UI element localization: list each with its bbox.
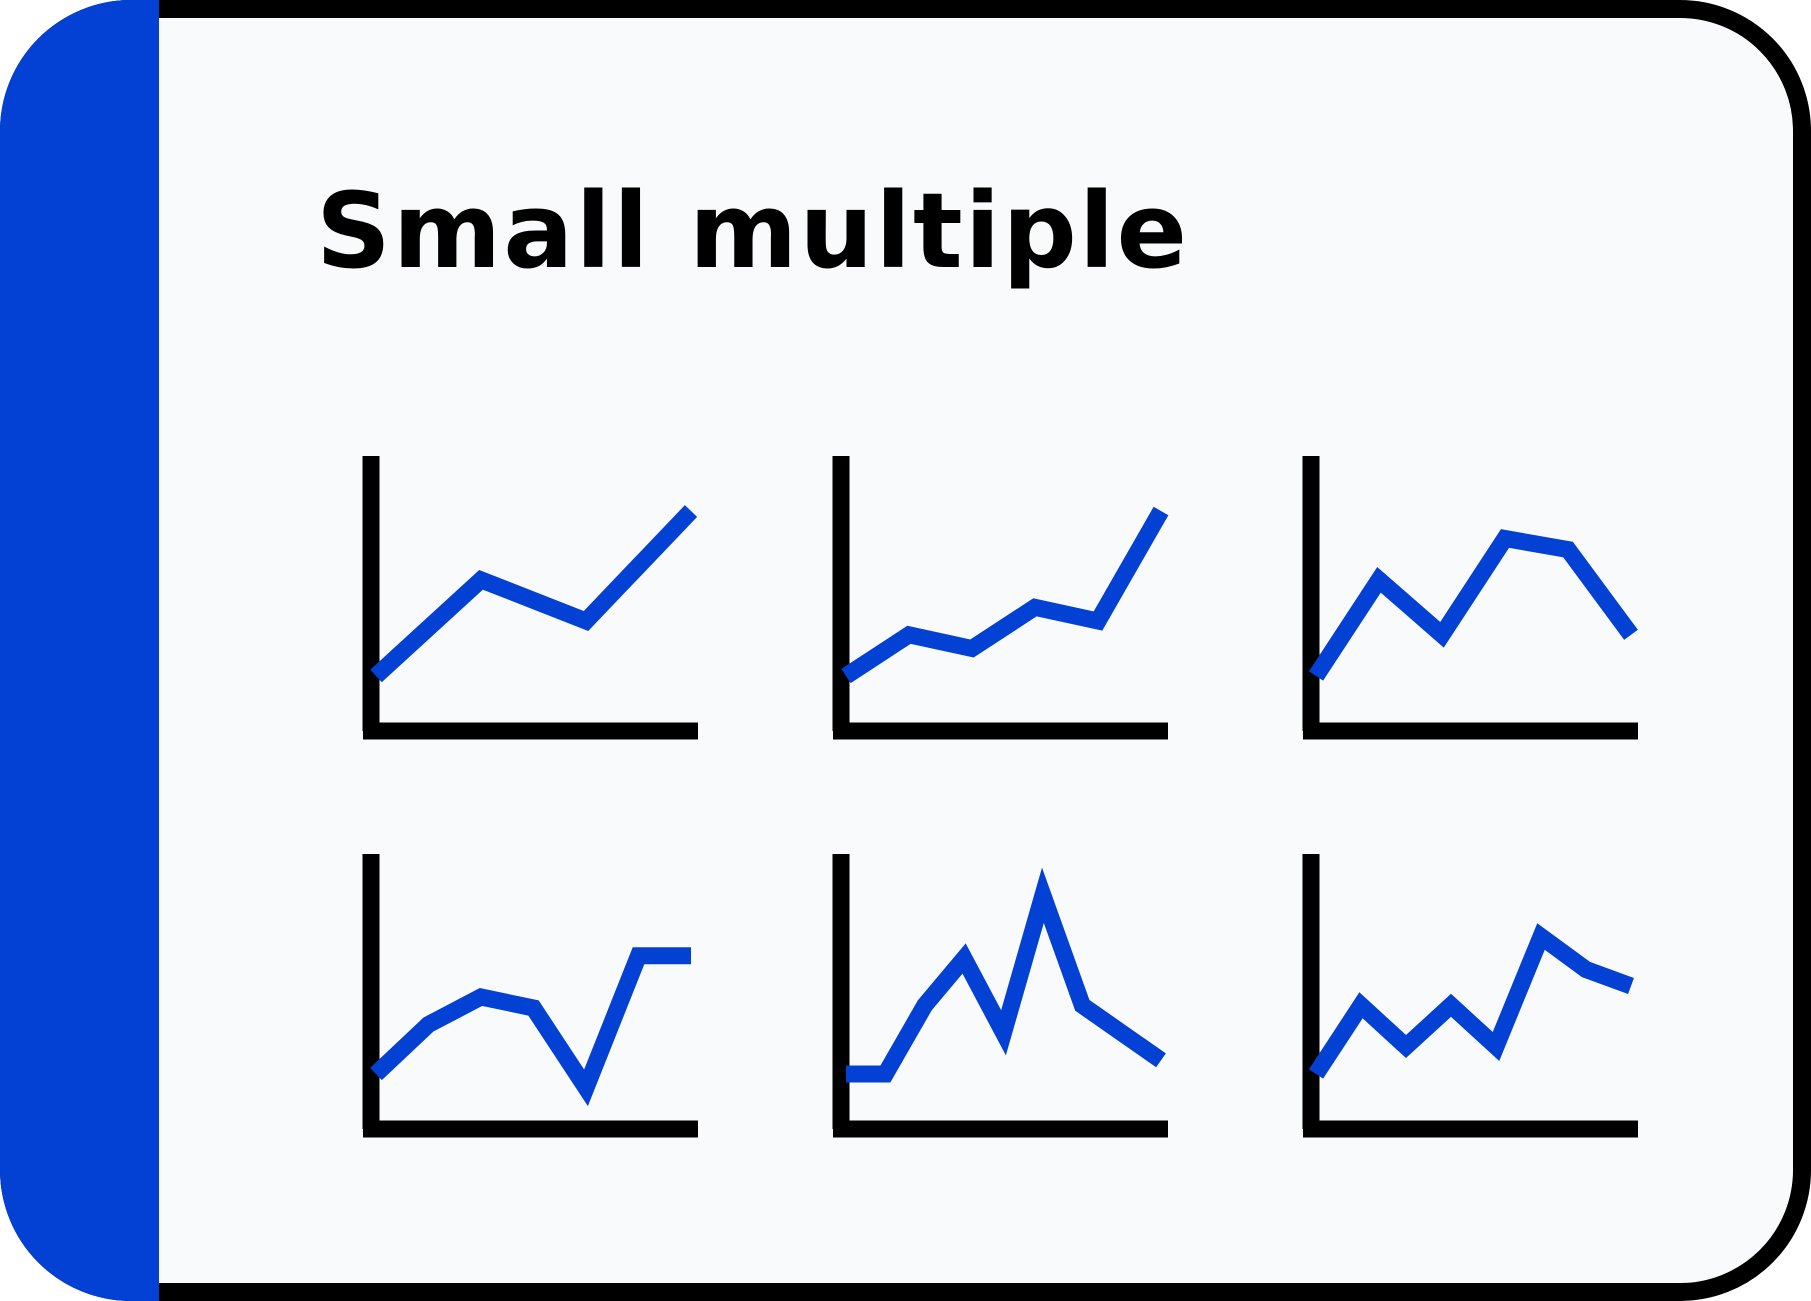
page-title: Small multiple bbox=[316, 170, 1189, 292]
small-multiple-chart bbox=[832, 854, 1168, 1138]
series-line bbox=[1308, 529, 1638, 681]
small-multiple-chart bbox=[1302, 854, 1638, 1138]
small-multiple-chart bbox=[362, 854, 698, 1138]
series-line bbox=[846, 867, 1166, 1083]
series-line bbox=[370, 947, 691, 1107]
series-line bbox=[370, 505, 698, 683]
small-multiple-chart bbox=[832, 456, 1169, 740]
small-multiples-grid bbox=[362, 456, 1638, 1138]
series-line bbox=[841, 506, 1169, 684]
series-line bbox=[1308, 923, 1634, 1079]
small-multiple-chart bbox=[362, 456, 698, 740]
small-multiple-chart bbox=[1302, 456, 1638, 740]
accent-bar bbox=[0, 0, 159, 1301]
